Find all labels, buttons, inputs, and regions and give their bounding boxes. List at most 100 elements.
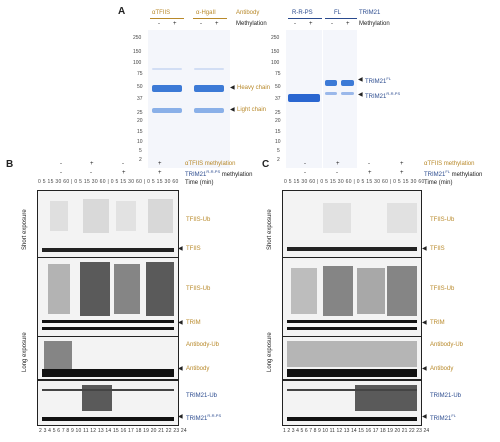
gel1-heavy-band-1 [152, 85, 182, 92]
b-label-tfiis: TFIIS [186, 246, 201, 252]
gel1-heavy-band-2 [194, 85, 224, 92]
gel1-mw-10: 10 [137, 139, 143, 145]
gel1-light-band-2 [194, 108, 224, 113]
gel1-sign-4: + [215, 21, 219, 27]
b-sign-r2-2: - [90, 170, 92, 176]
gel2-mw-75: 75 [275, 71, 281, 77]
gel2-sign-3: - [331, 21, 333, 27]
gel1-antibody-label: Antibody [236, 10, 260, 16]
c-sign-r1-3: - [368, 161, 370, 167]
gel1 [148, 30, 230, 168]
gel1-mw-15: 15 [137, 129, 143, 135]
gel2-trim21-label: TRIM21 [359, 10, 381, 16]
gel2-col2-header: FL [334, 10, 342, 16]
c-antibody-methylation-label: αTFIIS methylation [424, 161, 475, 167]
gel2-mw-15: 15 [275, 129, 281, 135]
gel1-faint-band-1 [152, 68, 182, 70]
c-label-trim: TRIM [430, 320, 445, 326]
c-long-exposure-label: Long exposure [267, 332, 273, 372]
b-sign-r1-1: - [60, 161, 62, 167]
c-short-exposure-label: Short exposure [267, 209, 273, 250]
b-short-svg [42, 199, 174, 252]
b-long-blot-2 [37, 336, 179, 380]
gel2-fl-band-2 [341, 80, 354, 86]
b-sign-r1-2: + [90, 161, 94, 167]
gel2-mw-2: 2 [277, 157, 280, 163]
gel2-sign-4: + [346, 21, 350, 27]
arrow-icon: ◀ [178, 320, 183, 326]
b-long3-svg [42, 385, 174, 421]
c-sign-r2-3: + [368, 170, 372, 176]
c-label-trim21: TRIM21FL [430, 413, 457, 423]
b-long-blot-1 [37, 257, 179, 337]
b-label-trim: TRIM [186, 320, 201, 326]
gel1-mw-2: 2 [139, 157, 142, 163]
heavy-chain-label: Heavy chain [237, 85, 271, 91]
arrow-icon: ◀ [230, 85, 235, 91]
panel-c-label: C [262, 159, 270, 170]
c-long3-svg [287, 385, 417, 421]
gel2-fl-sub-band-2 [341, 92, 354, 95]
gel2-mw-5: 5 [277, 148, 280, 154]
gel2-rrp-band [288, 94, 320, 102]
gel2-sign-1: - [294, 21, 296, 27]
c-sign-r2-2: - [336, 170, 338, 176]
arrow-icon: ◀ [178, 366, 183, 372]
b-label-trim21-ub: TRIM21-Ub [186, 393, 218, 399]
c-sign-r1-1: - [304, 161, 306, 167]
gel1-col1-header: αTFIIS [152, 10, 171, 16]
gel2-mw-20: 20 [275, 118, 281, 124]
b-sign-r2-4: + [158, 170, 162, 176]
panel-a-label: A [118, 6, 126, 17]
c-short-blot [282, 190, 422, 258]
b-long1-svg [42, 262, 174, 330]
b-time-points: 0 5 15 30 60 | 0 5 15 30 60 | 0 5 15 30 … [38, 179, 179, 185]
b-antibody-methylation-label: αTFIIS methylation [185, 161, 236, 167]
gel1-mw-25: 25 [137, 110, 143, 116]
gel1-sign-3: - [200, 21, 202, 27]
b-sign-r2-3: + [122, 170, 126, 176]
gel1-methylation-label: Methylation [236, 21, 267, 27]
gel2-fl-band-1 [325, 80, 337, 86]
b-label-tfiis-ub-long: TFIIS-Ub [186, 286, 211, 292]
b-long-exposure-label: Long exposure [22, 332, 28, 372]
gel2-fl-sub-band-1 [325, 92, 337, 95]
b-lane-numbers: 2 3 4 5 6 7 8 9 10 11 12 13 14 15 16 17 … [39, 428, 187, 434]
gel1-sign-1: - [158, 21, 160, 27]
b-label-antibody-ub: Antibody-Ub [186, 342, 220, 348]
light-chain-label: Light chain [237, 107, 267, 113]
gel2-mw-25: 25 [275, 110, 281, 116]
b-time-label: Time (min) [185, 180, 214, 186]
c-label-antibody: Antibody [430, 366, 454, 372]
gel2-mw-50: 50 [275, 84, 281, 90]
arrow-icon: ◀ [178, 414, 183, 420]
c-label-trim21-ub: TRIM21-Ub [430, 393, 462, 399]
gel2-col2-underline [325, 18, 357, 19]
c-sign-r1-2: + [336, 161, 340, 167]
gel2-left [286, 30, 322, 168]
gel2-mw-10: 10 [275, 139, 281, 145]
b-short-exposure-label: Short exposure [22, 209, 28, 250]
b-long2-svg [42, 341, 174, 377]
panel-b-label: B [6, 159, 14, 170]
c-trim21-methylation-label: TRIM21FL methylation [424, 169, 483, 179]
gel1-mw-50: 50 [137, 84, 143, 90]
gel1-mw-100: 100 [133, 60, 142, 66]
arrow-icon: ◀ [422, 414, 427, 420]
c-label-tfiis-ub-long: TFIIS-Ub [430, 286, 455, 292]
gel1-light-band-1 [152, 108, 182, 113]
b-trim21-methylation-label: TRIM21R-R-PS methylation [185, 169, 253, 179]
c-long1-svg [287, 266, 417, 330]
b-label-antibody: Antibody [186, 366, 210, 372]
arrow-icon: ◀ [230, 107, 235, 113]
b-short-blot [37, 190, 179, 258]
c-sign-r2-4: + [400, 170, 404, 176]
gel2-mw-100: 100 [271, 60, 280, 66]
arrow-icon: ◀ [358, 77, 363, 83]
c-label-tfiis-ub-short: TFIIS-Ub [430, 217, 455, 223]
arrow-icon: ◀ [422, 366, 427, 372]
gel2-right [323, 30, 357, 168]
b-label-tfiis-ub-short: TFIIS-Ub [186, 217, 211, 223]
arrow-icon: ◀ [422, 246, 427, 252]
c-label-antibody-ub: Antibody-Ub [430, 342, 464, 348]
